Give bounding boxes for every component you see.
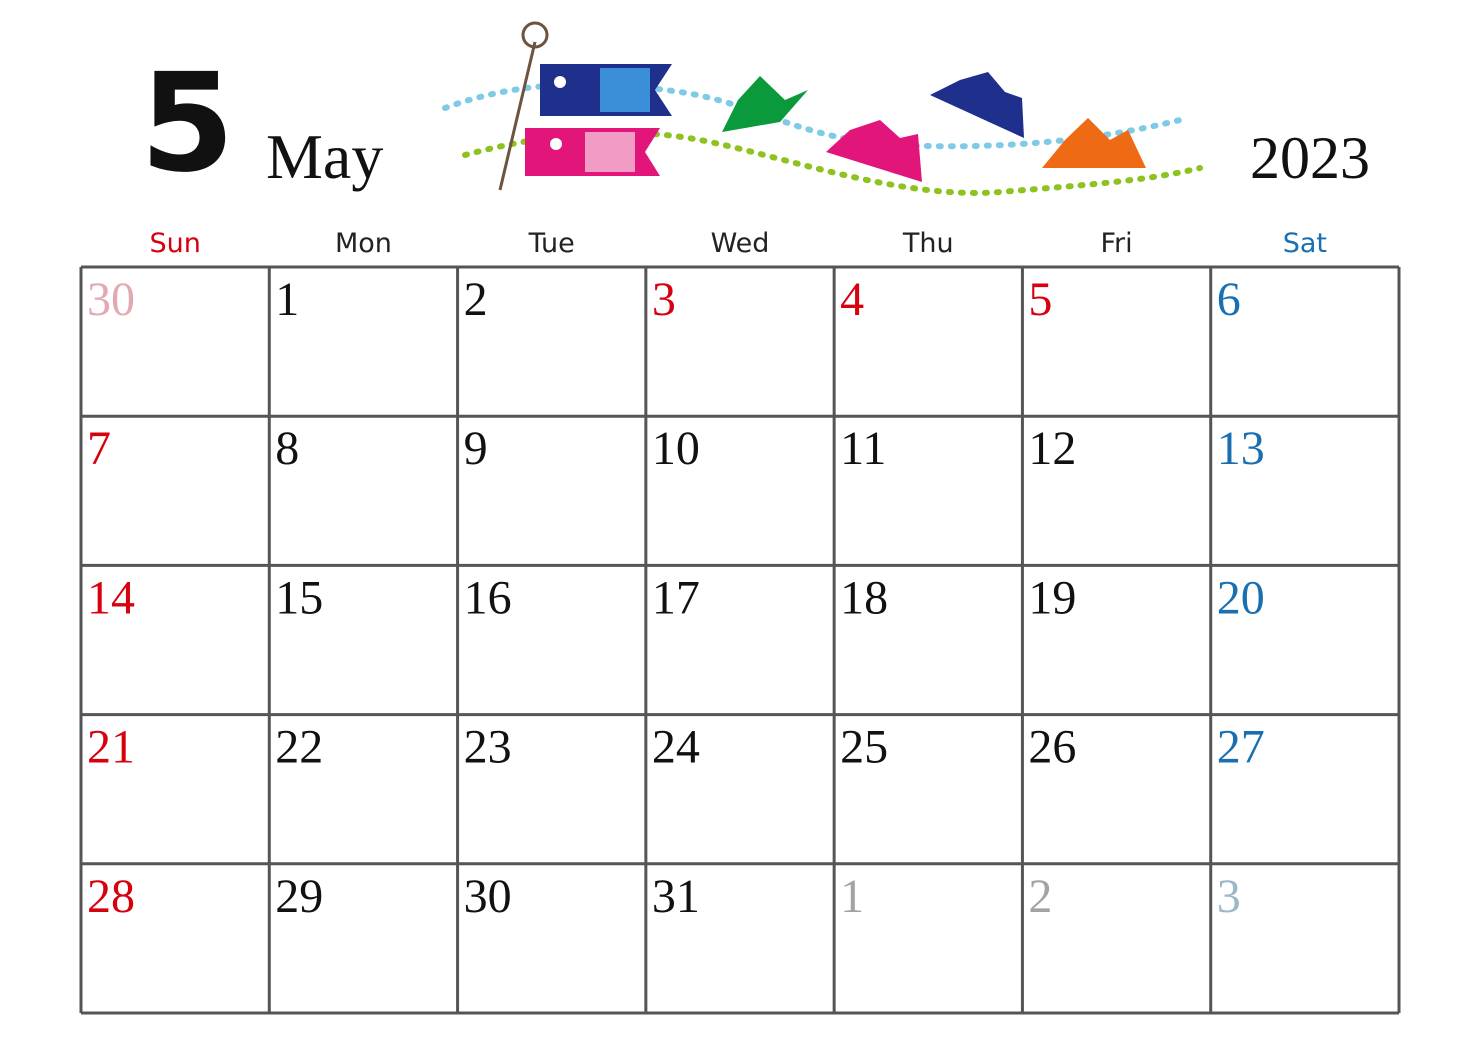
day-number: 25 xyxy=(840,721,888,774)
year: 2023 xyxy=(1250,125,1370,191)
day-number: 17 xyxy=(652,571,700,624)
month-name: May xyxy=(266,121,383,192)
day-number: 13 xyxy=(1217,422,1265,475)
day-number: 15 xyxy=(275,571,323,624)
month-number: 5 xyxy=(140,45,235,203)
weekday-label: Sun xyxy=(149,228,200,259)
day-number: 2 xyxy=(1028,870,1052,923)
decoration xyxy=(442,21,1203,196)
day-number: 10 xyxy=(652,422,700,475)
day-number: 27 xyxy=(1217,721,1265,774)
day-number: 20 xyxy=(1217,571,1265,624)
weekday-label: Wed xyxy=(711,228,770,259)
weekday-label: Mon xyxy=(335,228,392,259)
day-number: 18 xyxy=(840,571,888,624)
day-number: 21 xyxy=(87,721,135,774)
day-number: 22 xyxy=(275,721,323,774)
day-number: 14 xyxy=(87,571,135,624)
day-number: 28 xyxy=(87,870,135,923)
weekday-label: Tue xyxy=(528,228,575,259)
day-number: 2 xyxy=(464,273,488,326)
day-number: 11 xyxy=(840,422,886,475)
day-number: 5 xyxy=(1028,273,1052,326)
day-number: 30 xyxy=(464,870,512,923)
day-number: 29 xyxy=(275,870,323,923)
day-number: 16 xyxy=(464,571,512,624)
day-number: 26 xyxy=(1028,721,1076,774)
day-number: 12 xyxy=(1028,422,1076,475)
day-number: 9 xyxy=(464,422,488,475)
day-number: 4 xyxy=(840,273,864,326)
day-number: 3 xyxy=(1217,870,1241,923)
day-number: 31 xyxy=(652,870,700,923)
weekday-label: Thu xyxy=(902,228,954,259)
day-number: 19 xyxy=(1028,571,1076,624)
day-number: 1 xyxy=(840,870,864,923)
day-number: 23 xyxy=(464,721,512,774)
day-number: 30 xyxy=(87,273,135,326)
day-number: 6 xyxy=(1217,273,1241,326)
day-number: 7 xyxy=(87,422,111,475)
day-number: 8 xyxy=(275,422,299,475)
weekday-label: Fri xyxy=(1100,228,1132,259)
weekday-label: Sat xyxy=(1283,228,1327,259)
day-number: 1 xyxy=(275,273,299,326)
day-number: 3 xyxy=(652,273,676,326)
day-number: 24 xyxy=(652,721,700,774)
